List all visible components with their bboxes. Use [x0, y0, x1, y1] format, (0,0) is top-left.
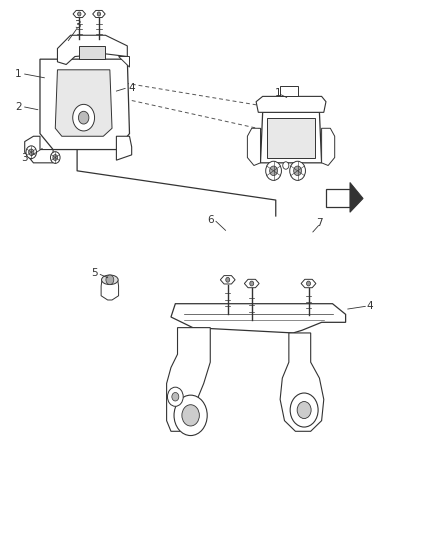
Circle shape	[97, 12, 101, 16]
Circle shape	[250, 281, 254, 286]
Circle shape	[307, 281, 311, 286]
Circle shape	[174, 395, 207, 435]
Polygon shape	[261, 112, 321, 163]
Polygon shape	[119, 56, 130, 67]
Polygon shape	[244, 279, 259, 288]
Text: 1: 1	[275, 88, 281, 98]
Polygon shape	[171, 304, 346, 333]
Polygon shape	[101, 280, 119, 300]
Text: 3: 3	[21, 152, 28, 163]
Text: 7: 7	[316, 218, 323, 228]
Polygon shape	[321, 128, 335, 165]
Polygon shape	[25, 136, 53, 163]
Circle shape	[283, 162, 289, 169]
Polygon shape	[280, 333, 324, 431]
Polygon shape	[220, 276, 235, 284]
Polygon shape	[350, 182, 363, 212]
Polygon shape	[55, 70, 112, 136]
Bar	[326, 189, 350, 207]
Circle shape	[28, 149, 34, 156]
Polygon shape	[166, 328, 210, 431]
Circle shape	[78, 111, 89, 124]
Polygon shape	[93, 11, 105, 18]
Polygon shape	[117, 136, 132, 160]
Circle shape	[26, 146, 36, 159]
Ellipse shape	[102, 275, 118, 285]
Bar	[280, 86, 297, 96]
Bar	[79, 46, 106, 59]
Polygon shape	[301, 279, 316, 288]
Polygon shape	[57, 35, 127, 64]
Circle shape	[73, 104, 95, 131]
Circle shape	[106, 275, 114, 285]
Circle shape	[270, 166, 278, 175]
Polygon shape	[247, 128, 261, 165]
Text: 3: 3	[74, 20, 81, 30]
Text: 5: 5	[91, 268, 98, 278]
Bar	[267, 118, 315, 158]
Circle shape	[78, 12, 81, 16]
Polygon shape	[40, 59, 130, 150]
Text: 6: 6	[207, 215, 214, 225]
Circle shape	[297, 401, 311, 418]
Text: 4: 4	[128, 83, 135, 93]
Text: 1: 1	[15, 69, 21, 79]
Circle shape	[53, 155, 58, 160]
Circle shape	[293, 166, 301, 175]
Circle shape	[266, 161, 282, 180]
Circle shape	[226, 277, 230, 282]
Text: 2: 2	[15, 102, 21, 112]
Circle shape	[290, 161, 305, 180]
Text: FWD: FWD	[332, 196, 344, 201]
Circle shape	[290, 393, 318, 427]
Polygon shape	[73, 11, 85, 18]
Circle shape	[172, 392, 179, 401]
Circle shape	[182, 405, 199, 426]
Polygon shape	[256, 96, 326, 112]
Circle shape	[50, 152, 60, 164]
Circle shape	[167, 387, 183, 406]
Text: 4: 4	[366, 301, 373, 311]
